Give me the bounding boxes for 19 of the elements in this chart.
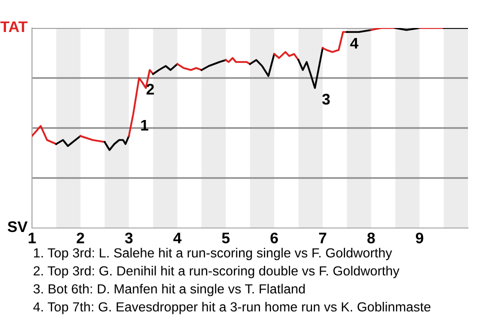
annotation: 4 (350, 38, 358, 48)
text: SV (8, 221, 28, 232)
annotation: 3 (322, 94, 330, 105)
x-tick-label: 6 (270, 232, 278, 244)
text: 4. Top 7th: G. Eavesdropper hit a 3-run home run vs K. Goblinmaste (33, 302, 430, 314)
x-tick-label: 7 (319, 232, 326, 244)
annotation: 1 (141, 120, 148, 130)
x-tick-label: 8 (367, 232, 375, 244)
text: 1. Top 3rd: L. Salehe hit a run-scoring single vs F. Goldworthy (34, 248, 392, 260)
annotation: 2 (146, 84, 154, 94)
text: 3. Bot 6th: D. Manfen hit a single vs T. Flatland (34, 284, 305, 296)
x-tick-label: 3 (124, 232, 133, 244)
x-tick-label: 2 (76, 232, 84, 244)
x-tick-label: 4 (173, 232, 182, 244)
text: TAT (0, 21, 28, 32)
x-tick-label: 1 (28, 232, 36, 244)
text: 2. Top 3rd: G. Denihil hit a run-scoring double vs F. Goldworthy (34, 266, 400, 278)
x-tick-label: 5 (222, 232, 230, 244)
x-tick-label: 9 (416, 232, 424, 244)
